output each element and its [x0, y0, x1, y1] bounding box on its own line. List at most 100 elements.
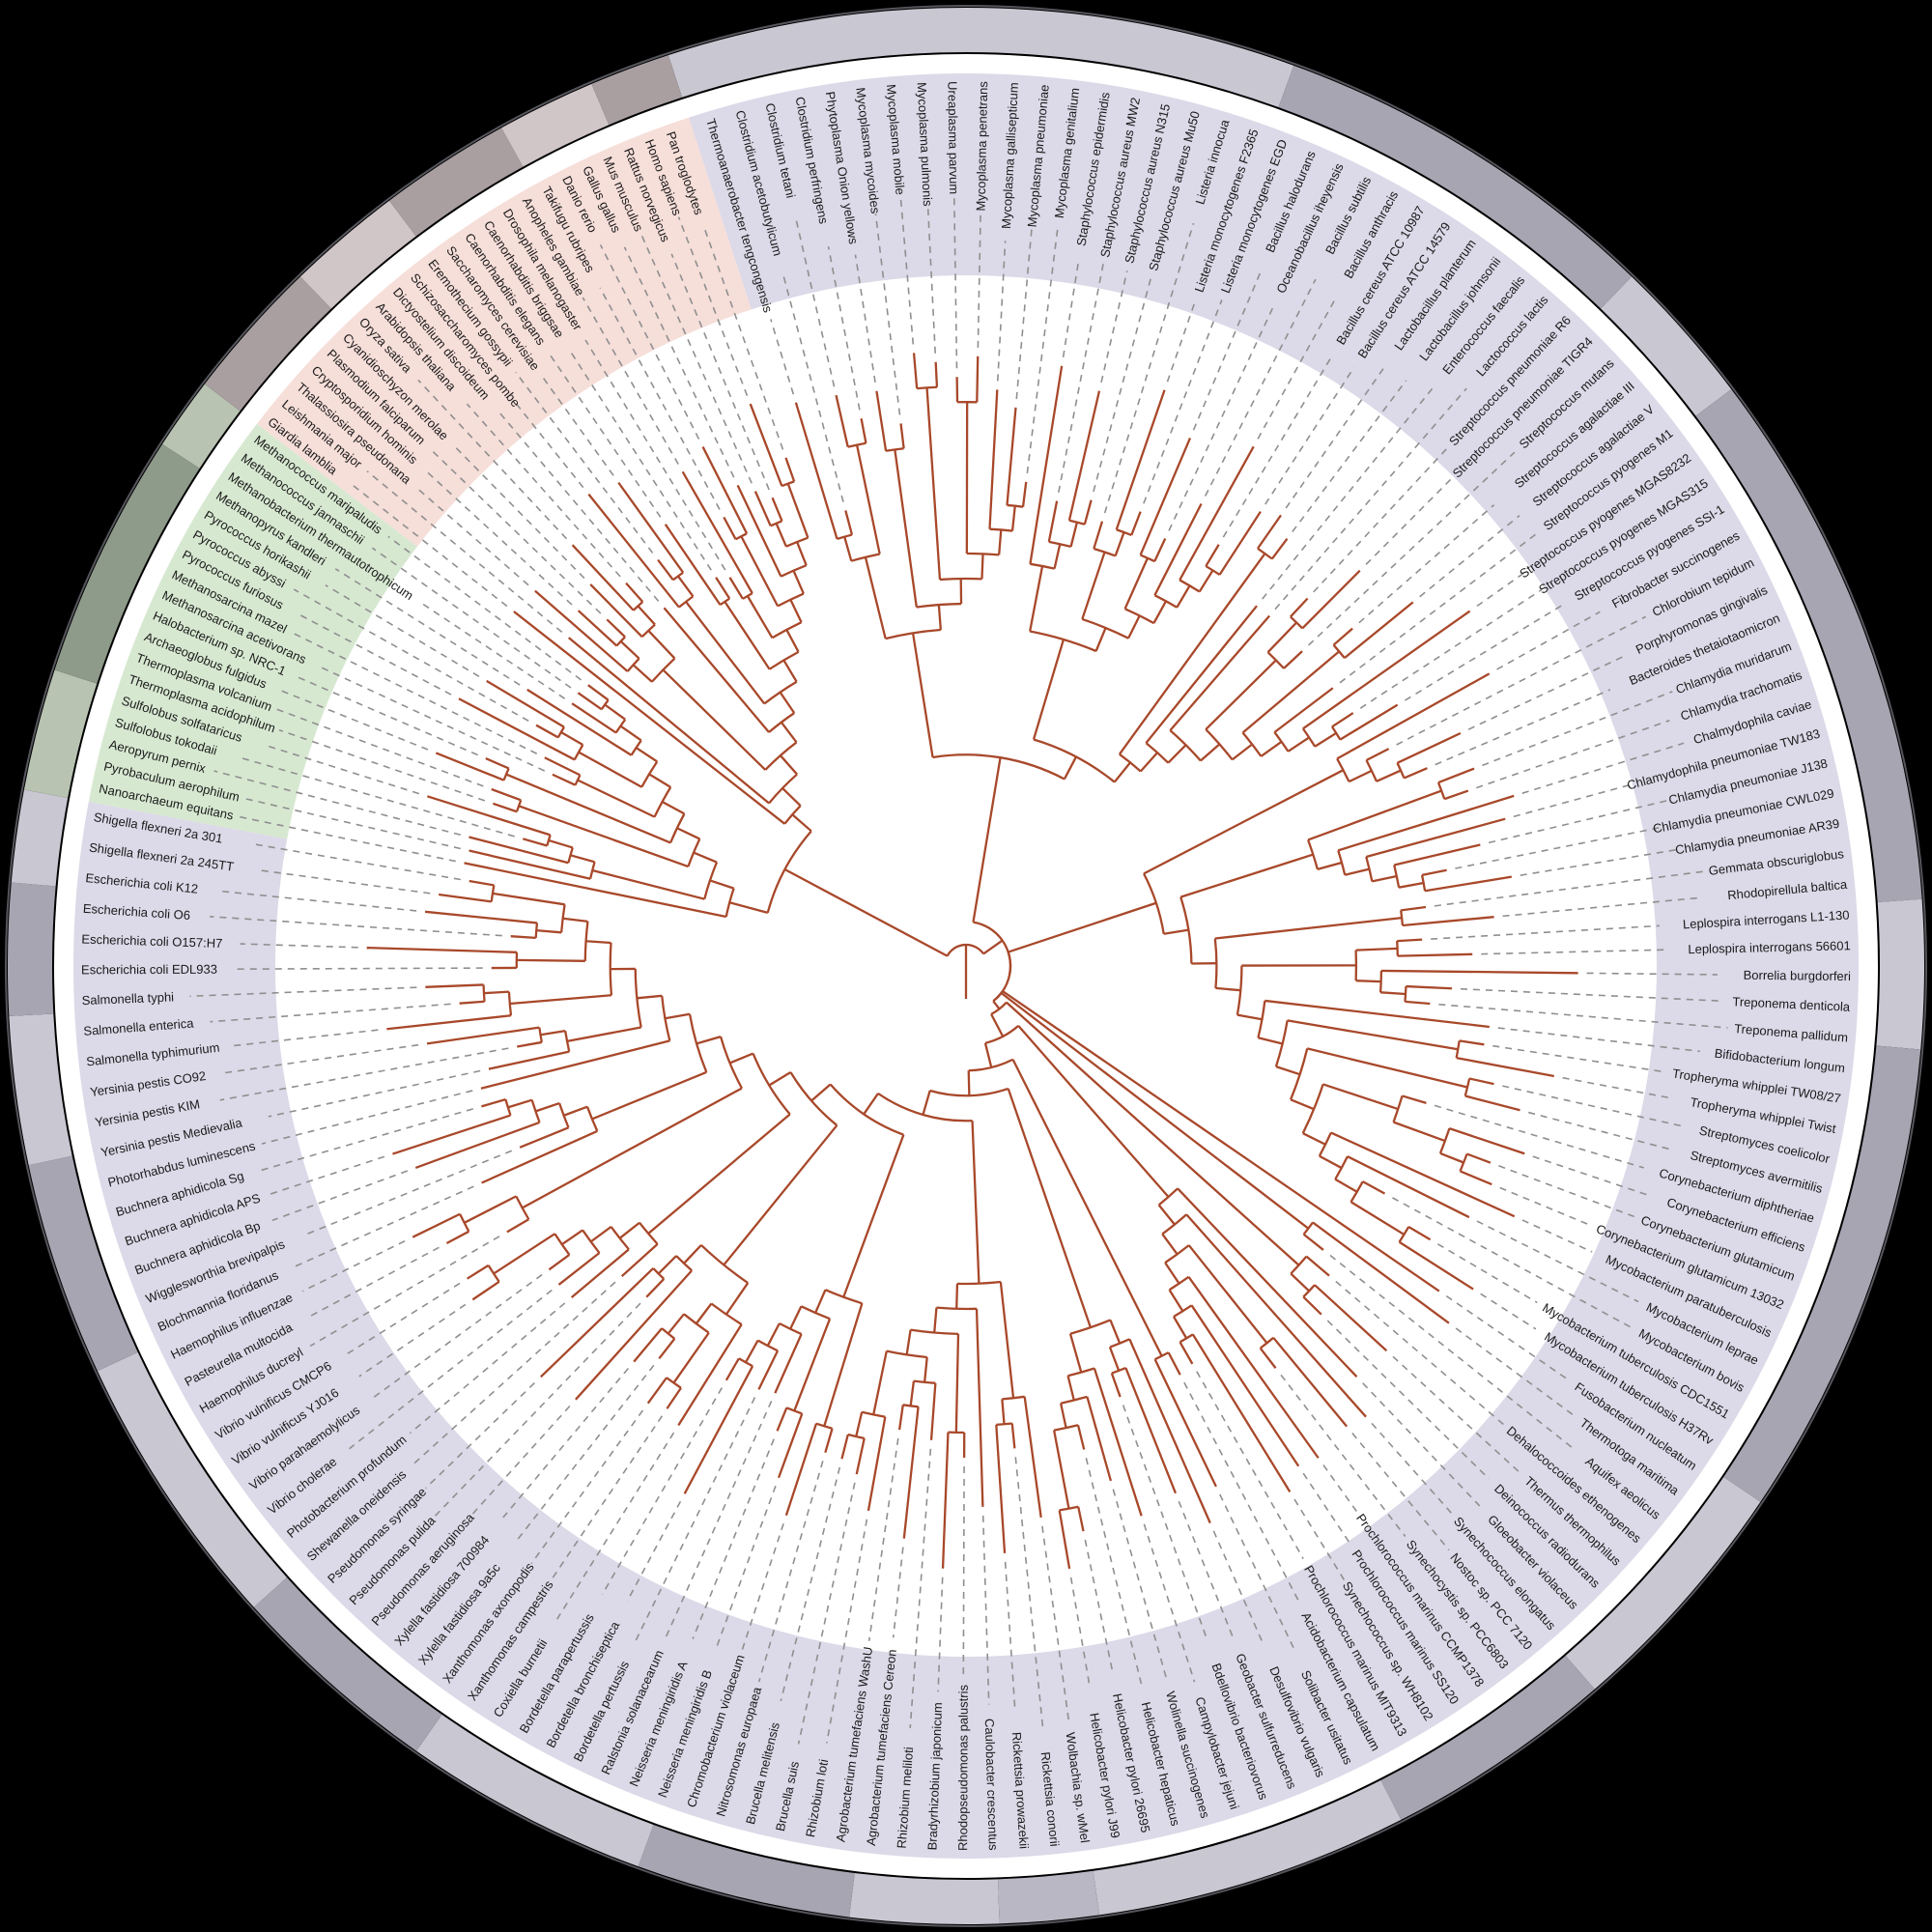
- taxon-label: Ureaplasma parvum: [945, 81, 961, 194]
- leaf-connector-line: [1168, 307, 1274, 531]
- leaf-connector-line: [1122, 1405, 1208, 1638]
- leaf-connector-line: [1292, 380, 1407, 533]
- outer-ring-segment: [1601, 276, 1732, 416]
- leaf-connector-line: [280, 689, 429, 751]
- leaf-connector-line: [1455, 827, 1661, 869]
- leaf-connector-line: [1351, 1433, 1450, 1551]
- leaf-connector-line: [291, 1185, 474, 1269]
- leaf-connector-line: [780, 1466, 841, 1701]
- leaf-connector-line: [1222, 354, 1334, 538]
- leaf-connector-line: [1476, 1220, 1639, 1303]
- leaf-connectors: [189, 195, 1728, 1745]
- leaf-connector-line: [1069, 1577, 1092, 1689]
- leaf-connector-line: [1085, 1458, 1143, 1685]
- leaf-connector-line: [568, 349, 712, 571]
- taxon-label: Borrelia burgdorferi: [1744, 968, 1852, 983]
- outer-ring-segment: [389, 128, 524, 237]
- leaf-connector-line: [1196, 1371, 1304, 1559]
- taxon-label: Salmonella typhi: [81, 989, 174, 1008]
- leaf-connector-line: [530, 1409, 644, 1565]
- leaf-connector-line: [909, 1448, 932, 1729]
- leaf-connector-line: [635, 1397, 756, 1642]
- leaf-connector-line: [1084, 1539, 1114, 1671]
- leaf-connector-line: [1257, 297, 1337, 440]
- leaf-connector-line: [213, 770, 461, 837]
- leaf-connector-line: [1520, 848, 1677, 876]
- leaf-connector-line: [1262, 385, 1435, 600]
- tree-branches: [366, 353, 1578, 1570]
- leaf-connector-line: [221, 1043, 419, 1074]
- leaf-connector-line: [952, 195, 958, 369]
- outer-ring-segment: [591, 55, 683, 126]
- outer-ring-segment: [11, 789, 69, 887]
- leaf-connector-line: [429, 447, 602, 614]
- leaf-connector-line: [1502, 1085, 1682, 1127]
- leaf-connector-line: [295, 611, 452, 696]
- leaf-connector-line: [1058, 259, 1105, 493]
- leaf-connector-line: [318, 665, 546, 772]
- taxon-label: Rhodopseudomonas palustris: [955, 1684, 971, 1851]
- leaf-connector-line: [189, 986, 417, 998]
- leaf-connector-line: [210, 1003, 451, 1023]
- leaf-connector-line: [1365, 477, 1453, 565]
- leaf-connector-line: [451, 442, 585, 580]
- leaf-connector-line: [334, 568, 521, 686]
- leaf-connector-line: [1492, 1044, 1665, 1073]
- leaf-connector-line: [1274, 387, 1467, 611]
- leaf-connector-line: [210, 916, 502, 937]
- leaf-connector-line: [1499, 1186, 1591, 1226]
- leaf-connector-line: [466, 403, 621, 578]
- leaf-connector-line: [1015, 223, 1034, 399]
- outer-ring-segment: [9, 1013, 72, 1166]
- leaf-connector-line: [1562, 1076, 1674, 1100]
- sector-eukaryota: [256, 117, 752, 547]
- leaf-connector-line: [233, 967, 483, 970]
- outer-ring-segment: [7, 882, 56, 1016]
- leaf-connector-line: [1293, 1498, 1348, 1585]
- outer-ring-segment: [501, 83, 610, 167]
- leaf-connector-line: [1497, 1027, 1700, 1053]
- taxon-label: Mycoplasma pulmonis: [915, 82, 935, 208]
- leaf-connector-line: [409, 1302, 566, 1435]
- leaf-connector-line: [1041, 1525, 1070, 1723]
- leaf-connector-line: [1359, 588, 1543, 709]
- leaf-connector-line: [874, 213, 901, 415]
- leaf-connector-line: [1313, 447, 1448, 593]
- leaf-connector-line: [937, 1577, 944, 1692]
- leaf-connector-line: [826, 1519, 868, 1744]
- outer-ring-segment: [162, 384, 241, 469]
- leaf-connector-line: [258, 868, 431, 895]
- taxon-label: Caulobacter crescentus: [982, 1719, 1001, 1851]
- leaf-connector-line: [366, 470, 563, 634]
- outer-ring-segment: [1380, 1655, 1595, 1820]
- outer-ring-segment: [668, 7, 1294, 108]
- leaf-connector-line: [601, 1387, 724, 1596]
- leaf-connector-line: [1476, 572, 1524, 608]
- leaf-connector-line: [770, 319, 795, 395]
- leaf-connector-line: [670, 253, 770, 491]
- leaf-connector-line: [1521, 742, 1685, 794]
- outer-ring-segment: [1695, 389, 1922, 903]
- leaf-connector-line: [1435, 689, 1611, 766]
- outer-ring-segment: [299, 200, 416, 309]
- outer-ring-segment: [54, 443, 200, 684]
- leaf-connector-line: [1302, 1472, 1351, 1546]
- leaf-connector-line: [541, 376, 614, 476]
- leaf-connector-line: [425, 469, 573, 606]
- leaf-connector-line: [1436, 1243, 1538, 1304]
- leaf-connector-line: [497, 410, 660, 602]
- leaf-connector-line: [1460, 987, 1723, 1003]
- leaf-connector-line: [1322, 1464, 1360, 1517]
- outer-ring-segment: [253, 1577, 442, 1751]
- leaf-connector-line: [1183, 1381, 1301, 1605]
- leaf-connector-line: [1308, 451, 1516, 646]
- leaf-connector-line: [293, 674, 478, 756]
- leaf-connector-line: [1480, 1293, 1537, 1330]
- leaf-connector-line: [664, 1401, 773, 1641]
- taxon-label: Escherichia coli O157:H7: [81, 932, 222, 951]
- leaf-connector-line: [1513, 783, 1631, 818]
- leaf-connector-line: [757, 1461, 824, 1683]
- leaf-connector-line: [1062, 261, 1080, 358]
- leaf-connector-line: [1488, 800, 1667, 844]
